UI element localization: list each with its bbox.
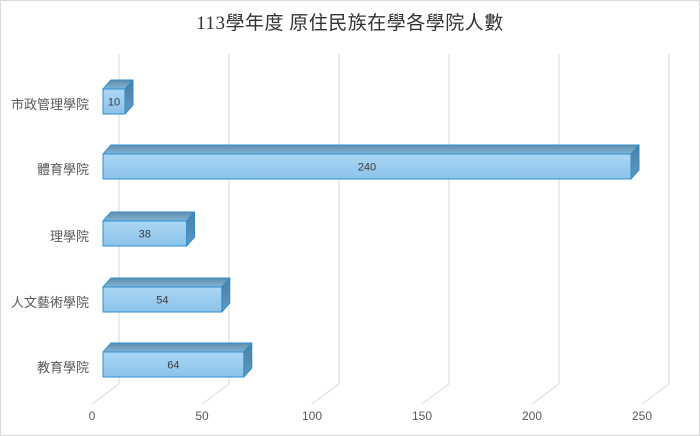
bar: 10 <box>102 79 134 115</box>
bar-top-face <box>102 211 196 222</box>
bar-data-label: 54 <box>156 295 168 307</box>
bar-data-label: 240 <box>358 162 376 174</box>
bar-top-face <box>102 342 253 353</box>
bar-data-label: 10 <box>108 97 120 109</box>
floor-tick-line <box>531 383 560 405</box>
bar-front-face <box>102 351 245 378</box>
x-tick-label: 200 <box>522 409 542 423</box>
x-tick-label: 50 <box>195 409 209 423</box>
category-label: 教育學院 <box>36 360 89 375</box>
bar-top-face <box>102 144 640 155</box>
category-label: 人文藝術學院 <box>10 295 89 310</box>
bar: 64 <box>102 342 253 378</box>
bar-front-face <box>102 220 188 247</box>
x-tick-label: 100 <box>302 409 322 423</box>
floor-tick-line <box>641 383 670 405</box>
floor-tick-line <box>421 383 450 405</box>
category-label: 體育學院 <box>36 162 89 177</box>
floor-tick-line <box>91 383 120 405</box>
x-tick-label: 0 <box>89 409 96 423</box>
bar-top-face <box>102 277 231 288</box>
chart-title: 113學年度 原住民族在學各學院人數 <box>196 13 504 34</box>
bar-front-face <box>102 88 126 115</box>
x-tick-label: 150 <box>412 409 432 423</box>
floor-tick-line <box>311 383 340 405</box>
x-tick-label: 250 <box>632 409 652 423</box>
floor-tick-line <box>201 383 230 405</box>
category-label: 理學院 <box>49 229 89 244</box>
category-label: 市政管理學院 <box>10 97 89 112</box>
bar: 38 <box>102 211 196 247</box>
bar-front-face <box>102 153 632 180</box>
bar-data-label: 64 <box>167 360 179 372</box>
bar-data-label: 38 <box>139 229 151 241</box>
bar: 54 <box>102 277 231 313</box>
bar: 240 <box>102 144 640 180</box>
bar-front-face <box>102 286 223 313</box>
